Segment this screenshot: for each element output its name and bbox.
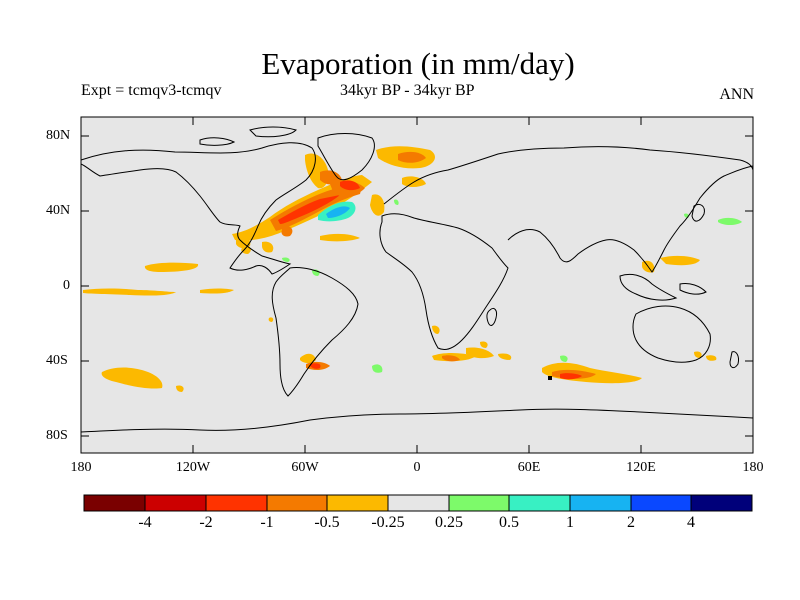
- lat-tick-80s: 80S: [46, 428, 68, 443]
- map-panel: [80, 116, 754, 454]
- colorbar-box-11: [690, 494, 753, 512]
- lon-tick-120e: 120E: [626, 460, 656, 475]
- lat-tick-40s: 40S: [46, 353, 68, 368]
- colorbar-box-10: [630, 494, 692, 512]
- colorbar-label-1: -4: [138, 514, 152, 531]
- coast-madagascar: [486, 307, 497, 326]
- colorbar-box-8: [508, 494, 571, 512]
- colorbar-label-9: 2: [627, 514, 635, 531]
- coast-australia: [632, 305, 711, 363]
- coast-new-zealand: [729, 351, 739, 369]
- colorbar-label-6: 0.25: [435, 514, 463, 531]
- axis-ticks: [81, 117, 753, 453]
- coast-arctic-islands: [199, 126, 297, 146]
- coastlines: [80, 126, 754, 433]
- coast-europe: [383, 146, 754, 205]
- season-label: ANN: [719, 86, 754, 103]
- colorbar-label-7: 0.5: [499, 514, 519, 531]
- coast-greenland: [317, 133, 375, 181]
- lat-tick-40n: 40N: [46, 203, 71, 218]
- coast-antarctica: [80, 408, 754, 433]
- colorbar-box-9: [569, 494, 632, 512]
- experiment-label: Expt = tcmqv3-tcmqv: [81, 82, 222, 99]
- anomaly-fields: [83, 146, 742, 392]
- colorbar-box-4: [266, 494, 328, 512]
- colorbar-label-2: -2: [199, 514, 213, 531]
- lon-tick-0: 0: [413, 460, 421, 475]
- colorbar-label-3: -1: [260, 514, 274, 531]
- coast-southeast-asia: [619, 273, 707, 301]
- lon-tick-180e: 180: [742, 460, 764, 475]
- coast-africa: [379, 213, 509, 351]
- colorbar: [83, 494, 753, 512]
- lon-tick-120w: 120W: [175, 460, 211, 475]
- map-title: Evaporation (in mm/day): [261, 46, 575, 81]
- period-label: 34kyr BP - 34kyr BP: [340, 82, 475, 99]
- colorbar-box-5: [326, 494, 389, 512]
- colorbar-box-7: [448, 494, 510, 512]
- coast-north-america: [80, 142, 316, 275]
- coast-asia: [507, 165, 754, 273]
- lon-tick-180w: 180: [70, 460, 92, 475]
- colorbar-box-3: [205, 494, 268, 512]
- colorbar-label-8: 1: [566, 514, 574, 531]
- colorbar-label-10: 4: [687, 514, 695, 531]
- colorbar-box-2: [144, 494, 207, 512]
- lon-tick-60e: 60E: [517, 460, 541, 475]
- coast-south-america: [271, 267, 359, 397]
- lat-tick-80n: 80N: [46, 128, 71, 143]
- colorbar-label-4: -0.5: [314, 514, 340, 531]
- colorbar-box-6: [387, 494, 450, 512]
- colorbar-label-5: -0.25: [371, 514, 405, 531]
- lat-tick-0: 0: [63, 278, 70, 293]
- lon-tick-60w: 60W: [291, 460, 319, 475]
- colorbar-box-1: [83, 494, 146, 512]
- coast-japan: [691, 203, 705, 222]
